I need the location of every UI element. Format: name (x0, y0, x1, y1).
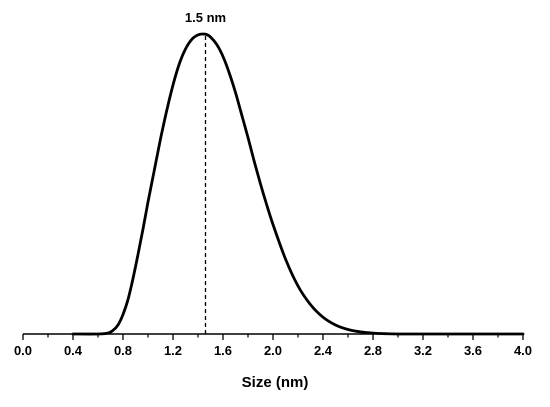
x-tick-label: 2.8 (364, 343, 382, 358)
x-tick-label: 4.0 (514, 343, 532, 358)
distribution-curve (71, 32, 525, 336)
x-tick-label: 3.6 (464, 343, 482, 358)
x-tick-label: 1.2 (164, 343, 182, 358)
x-tick-label: 0.0 (14, 343, 32, 358)
series-layer (71, 32, 525, 336)
x-tick-label: 1.6 (214, 343, 232, 358)
x-axis-ticks: 0.0 0.4 0.8 1.2 1.6 2.0 2.4 2.8 3.2 3.6 4.0 (14, 334, 532, 358)
x-tick-label: 2.0 (264, 343, 282, 358)
x-tick-label: 0.8 (114, 343, 132, 358)
annotation-layer: 1.5 nm (185, 10, 226, 334)
x-tick-label: 0.4 (64, 343, 83, 358)
x-tick-label: 2.4 (314, 343, 333, 358)
x-tick-label: 3.2 (414, 343, 432, 358)
x-axis-title: Size (nm) (242, 374, 309, 391)
peak-label: 1.5 nm (185, 10, 226, 25)
